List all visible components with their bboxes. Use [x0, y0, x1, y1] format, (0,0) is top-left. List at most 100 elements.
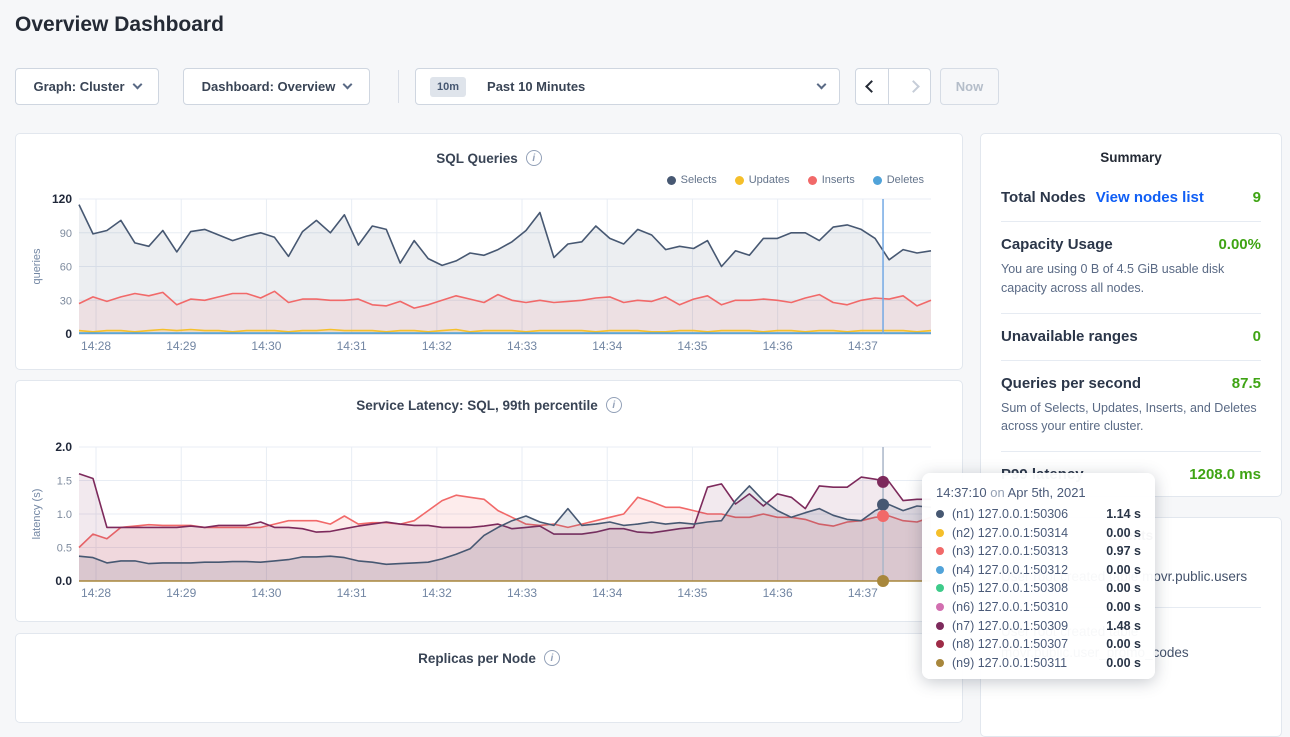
series-line--n3-127-0-0-1-50313	[78, 494, 932, 549]
x-tick-label: 14:34	[592, 339, 622, 353]
prev-timeframe-button[interactable]	[856, 69, 889, 104]
node-color-dot	[936, 602, 944, 611]
node-latency-value: 1.48 s	[1106, 618, 1141, 633]
x-tick-label: 14:28	[81, 586, 111, 600]
node-address: (n1) 127.0.0.1:50306	[952, 507, 1069, 521]
chart-title: Replicas per Node	[418, 650, 536, 666]
time-range-label: Past 10 Minutes	[487, 79, 586, 94]
x-tick-label: 14:31	[337, 339, 367, 353]
sql-queries-chart[interactable]: 14:28 14:29 14:30 14:31 14:32 14:33 14:34 14:35…	[16, 134, 962, 374]
tooltip-row: (n8) 127.0.0.1:50307 0.00 s	[936, 637, 1141, 651]
chart-hover-tooltip: 14:37:10 on Apr 5th, 2021 (n1) 127.0.0.1…	[922, 473, 1155, 679]
node-latency-value: 0.00 s	[1106, 599, 1141, 614]
chart-canvas[interactable]: 14:28 14:29 14:30 14:31 14:32 14:33 14:34 14:35…	[16, 134, 962, 369]
page-title: Overview Dashboard	[15, 13, 224, 36]
tooltip-row: (n1) 127.0.0.1:50306 1.14 s	[936, 507, 1141, 521]
node-latency-value: 0.00 s	[1106, 525, 1141, 540]
summary-value: 0.00%	[1218, 236, 1261, 253]
tooltip-row: (n9) 127.0.0.1:50311 0.00 s	[936, 656, 1141, 670]
service-latency-chart[interactable]: 14:28 14:29 14:30 14:31 14:32 14:33 14:34 14:35…	[16, 381, 962, 626]
node-address: (n9) 127.0.0.1:50311	[952, 655, 1068, 670]
now-button[interactable]: Now	[940, 68, 999, 105]
crosshair-dot	[877, 575, 890, 587]
legend-item-inserts[interactable]: Inserts	[807, 174, 855, 186]
x-tick-label: 14:32	[422, 339, 452, 353]
dashboard-dropdown-label: Dashboard: Overview	[201, 79, 336, 94]
next-timeframe-button[interactable]	[898, 69, 930, 104]
y-tick-label: 1.5	[57, 476, 72, 488]
legend-label: Selects	[680, 174, 717, 186]
summary-value: 9	[1252, 189, 1261, 206]
y-tick-label: 0	[65, 327, 72, 341]
crosshair-dot	[877, 475, 890, 488]
legend-dot	[872, 175, 882, 185]
x-tick-label: 14:29	[166, 586, 196, 600]
node-color-dot	[936, 565, 944, 574]
crosshair-dot	[877, 510, 890, 523]
info-icon[interactable]: i	[543, 650, 560, 666]
service-latency-panel: Service Latency: SQL, 99th percentile i …	[15, 380, 963, 622]
summary-value: 0	[1252, 327, 1261, 345]
legend-dot	[666, 175, 676, 185]
node-latency-value: 0.00 s	[1106, 581, 1141, 596]
y-tick-label: 60	[60, 262, 72, 274]
chart-title: Service Latency: SQL, 99th percentile	[356, 397, 598, 413]
x-tick-label: 14:37	[848, 339, 878, 353]
x-tick-label: 14:34	[592, 586, 622, 600]
chart-title: SQL Queries	[436, 150, 518, 166]
node-color-dot	[936, 510, 944, 518]
y-tick-label: 120	[52, 192, 72, 206]
tooltip-row: (n5) 127.0.0.1:50308 0.00 s	[936, 581, 1141, 595]
x-tick-label: 14:29	[166, 339, 196, 353]
legend-item-selects[interactable]: Selects	[666, 174, 717, 186]
chart-canvas[interactable]: 14:28 14:29 14:30 14:31 14:32 14:33 14:34 14:35…	[16, 381, 962, 621]
x-tick-label: 14:33	[507, 339, 537, 353]
info-icon[interactable]: i	[525, 150, 542, 166]
info-icon[interactable]: i	[605, 397, 622, 413]
tooltip-row: (n7) 127.0.0.1:50309 1.48 s	[936, 619, 1141, 633]
tooltip-row: (n3) 127.0.0.1:50313 0.97 s	[936, 544, 1141, 558]
node-color-dot	[936, 547, 944, 556]
y-axis-title: latency (s)	[31, 489, 43, 540]
graph-dropdown[interactable]: Graph: Cluster	[15, 68, 159, 105]
summary-items: Total Nodes View nodes list 9 Capacity Usag…	[1001, 175, 1261, 496]
chevron-left-icon	[865, 80, 879, 93]
y-tick-label: 0.0	[55, 574, 72, 588]
chevron-right-icon	[907, 80, 921, 93]
legend-item-deletes[interactable]: Deletes	[872, 174, 924, 186]
summary-panel: Summary Total Nodes View nodes list 9 Capac…	[980, 133, 1282, 497]
summary-value: 87.5	[1231, 374, 1261, 392]
tooltip-rows: (n1) 127.0.0.1:50306 1.14 s (n2) 127.0.0.1…	[936, 507, 1141, 670]
dashboard-dropdown[interactable]: Dashboard: Overview	[183, 68, 370, 105]
series-line--n7-127-0-0-1-50309	[78, 473, 931, 535]
tooltip-row: (n4) 127.0.0.1:50312 0.00 s	[936, 563, 1141, 577]
summary-value: 1208.0 ms	[1189, 466, 1261, 483]
replicas-per-node-panel: Replicas per Node i	[15, 633, 963, 723]
legend-label: Deletes	[886, 174, 924, 186]
tooltip-row: (n6) 127.0.0.1:50310 0.00 s	[936, 600, 1141, 614]
x-tick-label: 14:33	[507, 586, 537, 600]
y-axis-title: queries	[31, 248, 43, 285]
node-address: (n3) 127.0.0.1:50313	[952, 544, 1069, 559]
node-color-dot	[936, 640, 944, 649]
node-address: (n4) 127.0.0.1:50312	[952, 562, 1069, 577]
summary-label: Unavailable ranges	[1001, 327, 1138, 345]
view-nodes-list-link[interactable]: View nodes list	[1095, 189, 1204, 206]
x-tick-label: 14:31	[337, 586, 367, 600]
node-latency-value: 0.00 s	[1106, 655, 1141, 670]
chevron-down-icon	[816, 79, 827, 90]
node-address: (n7) 127.0.0.1:50309	[952, 618, 1069, 633]
x-tick-label: 14:35	[677, 586, 707, 600]
summary-item: Capacity Usage 0.00% You are using 0 B of …	[1001, 222, 1261, 314]
legend-item-updates[interactable]: Updates	[734, 174, 790, 186]
x-tick-label: 14:30	[251, 586, 281, 600]
chart-legend: Selects Updates Inserts Deletes	[666, 174, 924, 186]
time-range-selector[interactable]: 10m Past 10 Minutes	[415, 68, 840, 105]
y-tick-label: 30	[60, 295, 72, 307]
legend-label: Inserts	[821, 174, 855, 186]
legend-label: Updates	[748, 174, 790, 186]
summary-title: Summary	[1100, 150, 1162, 165]
node-color-dot	[936, 658, 944, 667]
node-latency-value: 0.00 s	[1106, 562, 1141, 577]
node-latency-value: 1.14 s	[1106, 507, 1141, 521]
